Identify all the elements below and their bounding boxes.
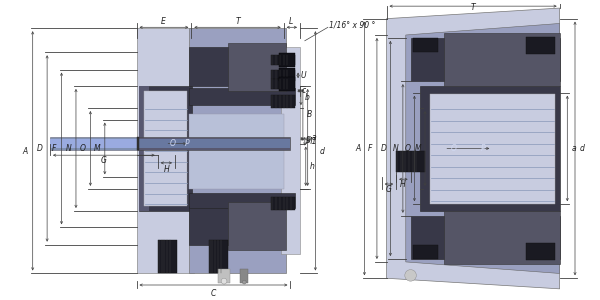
Bar — [271, 79, 295, 89]
Bar — [137, 137, 290, 150]
Text: B: B — [307, 110, 312, 119]
Text: P: P — [481, 144, 485, 153]
Bar — [241, 269, 248, 283]
Bar — [218, 269, 230, 283]
Bar — [190, 206, 281, 244]
Bar — [209, 240, 228, 274]
Text: M: M — [415, 144, 422, 153]
Bar — [50, 139, 139, 148]
Bar — [444, 211, 560, 264]
Bar — [413, 244, 437, 259]
Bar — [526, 37, 555, 54]
Circle shape — [405, 270, 416, 281]
Text: a: a — [312, 134, 317, 142]
Bar — [137, 137, 139, 150]
Text: O: O — [451, 144, 457, 153]
Text: 1/16° x 90 °: 1/16° x 90 ° — [329, 21, 375, 30]
Circle shape — [221, 278, 227, 284]
Text: F: F — [368, 144, 373, 153]
Bar — [137, 139, 290, 148]
Bar — [190, 88, 295, 105]
Bar — [271, 94, 295, 108]
Text: A: A — [355, 144, 361, 153]
Text: H: H — [163, 165, 169, 174]
Text: a: a — [572, 144, 577, 153]
Bar — [228, 202, 286, 250]
Text: b: b — [304, 93, 309, 102]
Bar — [144, 91, 187, 206]
Polygon shape — [386, 8, 560, 289]
Text: A: A — [22, 147, 28, 156]
Text: D: D — [381, 144, 386, 153]
Bar — [444, 33, 560, 86]
Text: M: M — [94, 144, 100, 153]
Bar — [50, 137, 139, 150]
Bar — [279, 53, 295, 67]
Bar — [190, 28, 286, 274]
Text: O: O — [80, 144, 86, 153]
Bar — [410, 38, 560, 81]
Bar — [279, 68, 295, 81]
Text: F: F — [52, 144, 56, 153]
Bar — [190, 120, 290, 168]
Text: D: D — [37, 144, 43, 153]
Bar — [430, 94, 555, 204]
Bar — [271, 196, 295, 210]
Polygon shape — [406, 23, 560, 274]
Text: P: P — [185, 139, 190, 148]
Bar — [190, 47, 281, 86]
Text: O: O — [170, 139, 176, 148]
Text: d: d — [579, 144, 584, 153]
Text: C: C — [211, 289, 216, 298]
Circle shape — [242, 280, 246, 284]
Text: T: T — [471, 3, 475, 12]
Text: N: N — [393, 144, 399, 153]
Bar — [139, 86, 193, 211]
Text: g: g — [305, 134, 310, 143]
Bar — [137, 28, 194, 274]
Bar — [190, 114, 284, 189]
Text: h: h — [310, 162, 315, 171]
Text: U: U — [301, 71, 307, 80]
Bar — [279, 77, 295, 91]
Text: d: d — [320, 147, 325, 156]
Bar — [190, 193, 295, 208]
Bar — [420, 86, 560, 211]
Text: O: O — [404, 144, 410, 153]
Text: L: L — [289, 17, 293, 26]
Text: G: G — [101, 157, 107, 166]
Bar — [158, 240, 177, 274]
Bar — [396, 151, 425, 172]
Bar — [228, 43, 286, 91]
Text: E: E — [161, 17, 166, 26]
Text: c: c — [302, 86, 306, 95]
Text: H: H — [400, 181, 406, 190]
Text: N: N — [65, 144, 71, 153]
Bar — [271, 70, 295, 79]
Bar — [139, 86, 149, 211]
Bar — [281, 47, 300, 254]
Bar — [413, 38, 437, 52]
Text: G: G — [386, 185, 391, 194]
Bar — [271, 55, 295, 65]
Bar — [410, 216, 560, 259]
Text: M1: M1 — [306, 137, 317, 146]
Text: T: T — [235, 17, 240, 26]
Bar — [526, 243, 555, 260]
